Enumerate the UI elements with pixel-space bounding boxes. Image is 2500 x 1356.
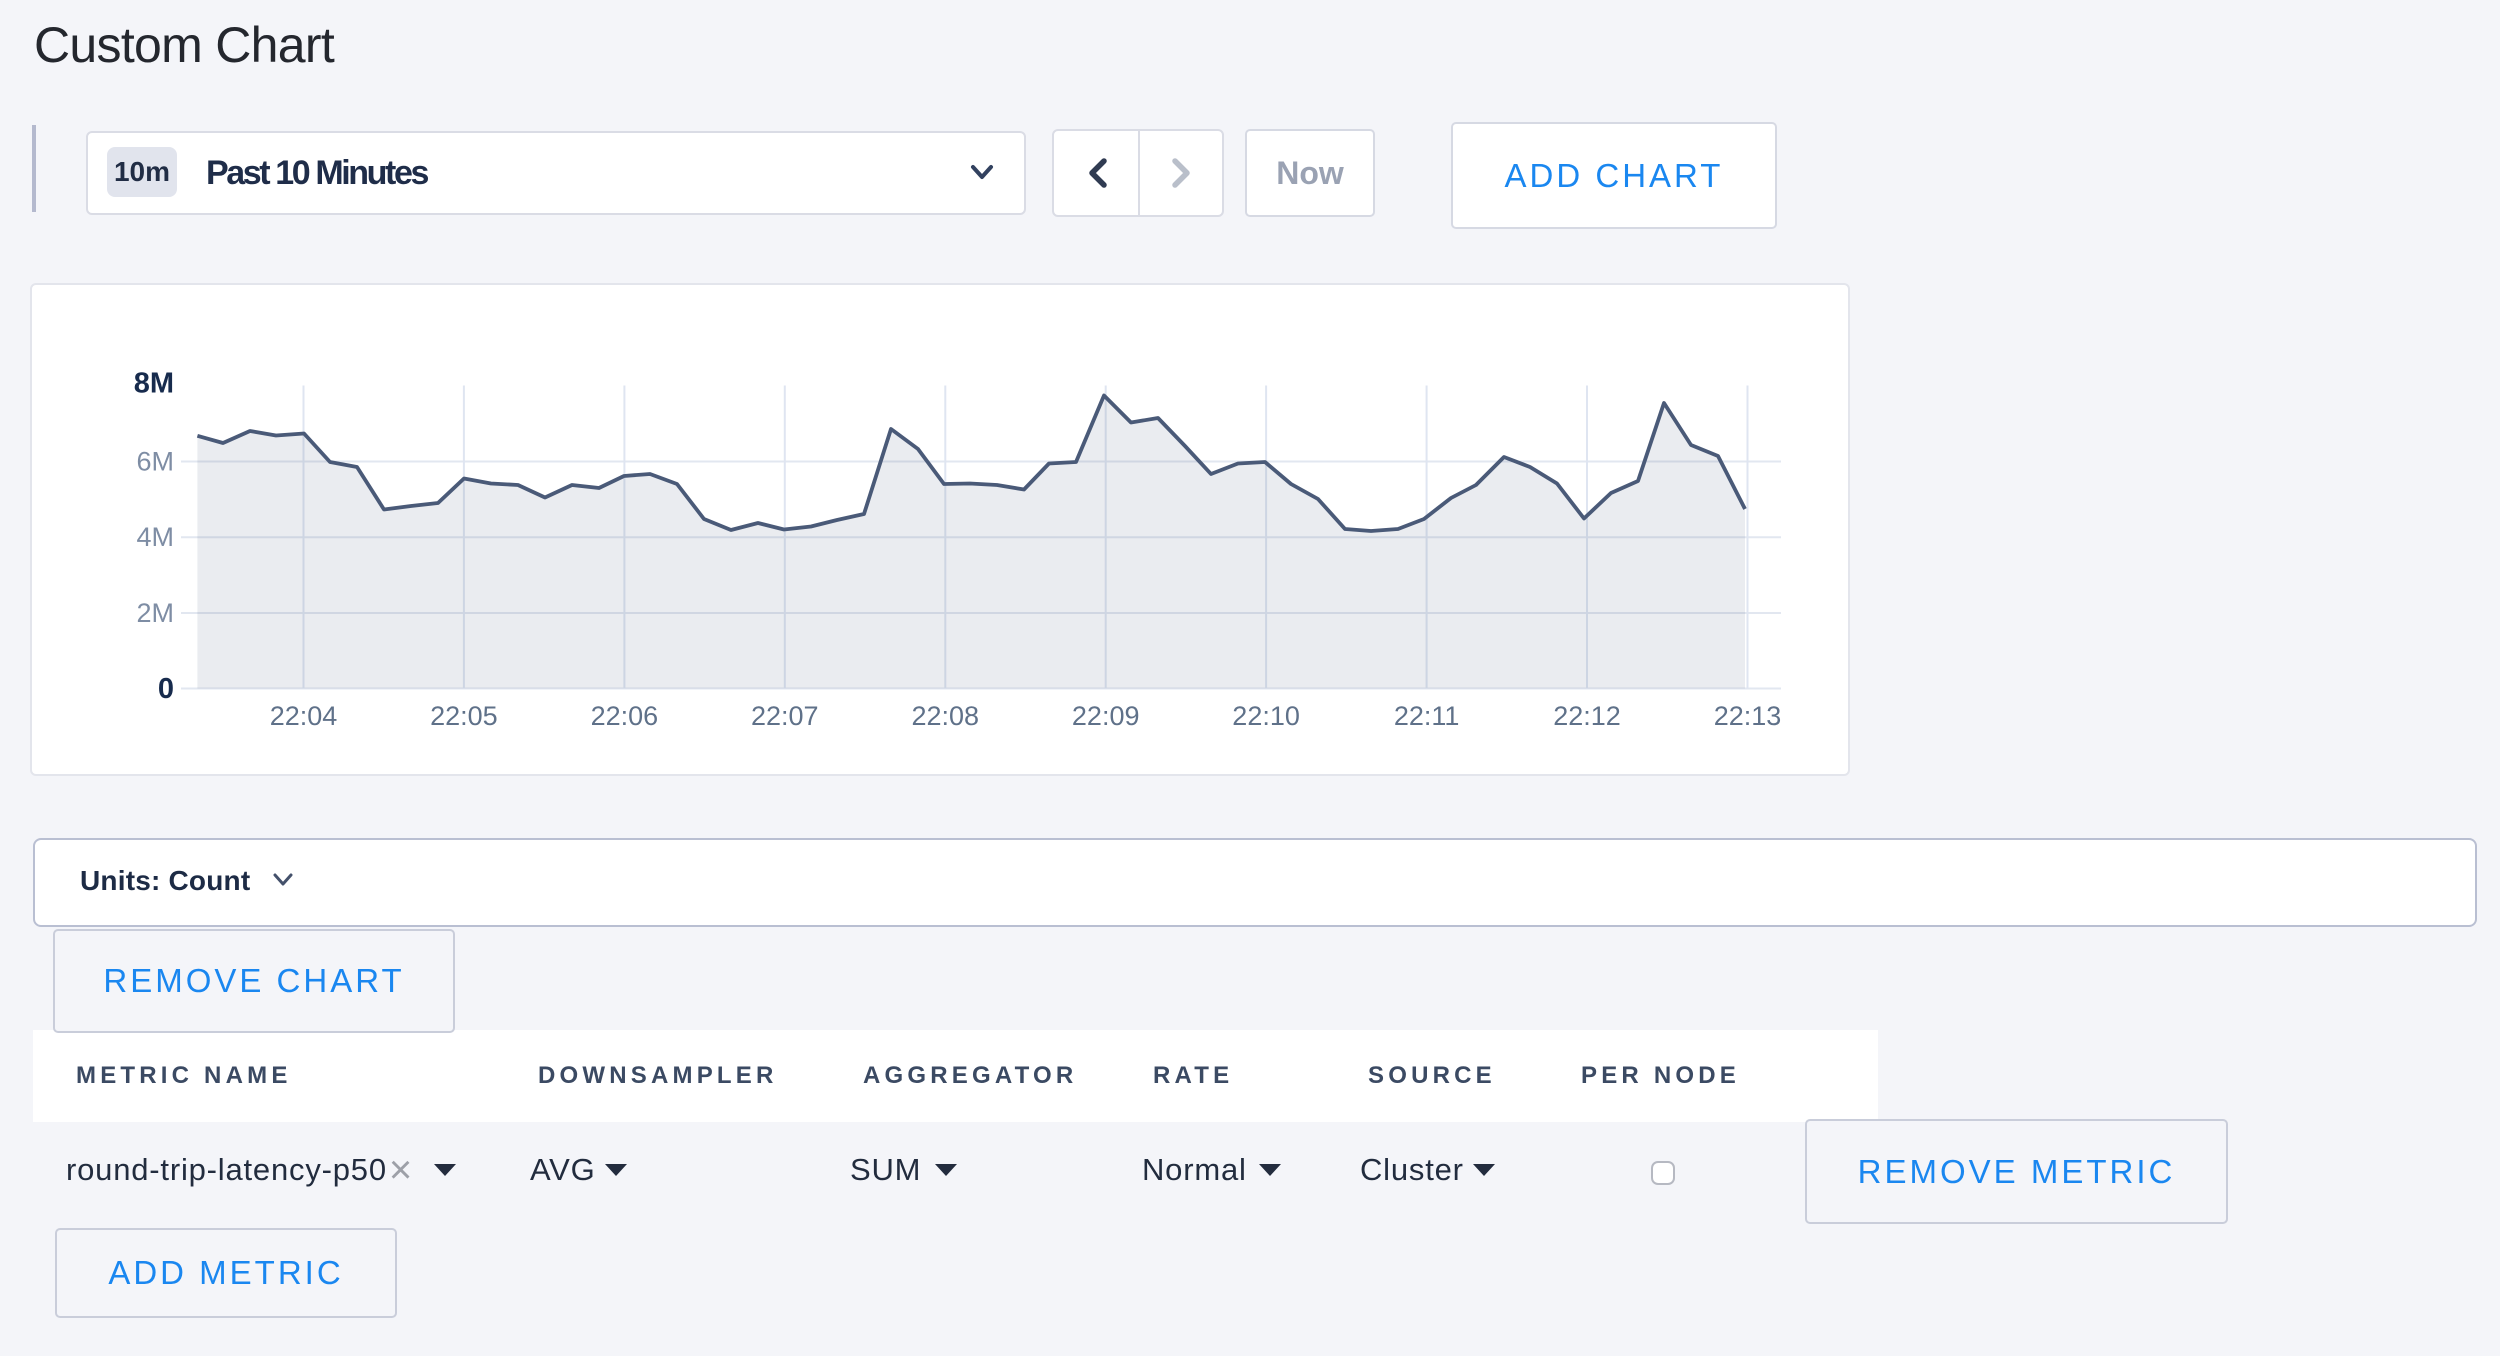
svg-text:22:04: 22:04 xyxy=(270,701,338,731)
svg-text:2M: 2M xyxy=(136,598,174,628)
svg-text:22:09: 22:09 xyxy=(1072,701,1140,731)
svg-text:6M: 6M xyxy=(136,447,174,477)
svg-text:22:11: 22:11 xyxy=(1394,701,1460,731)
svg-text:4M: 4M xyxy=(136,522,174,552)
svg-text:22:07: 22:07 xyxy=(751,701,819,731)
svg-text:22:06: 22:06 xyxy=(591,701,659,731)
svg-text:8M: 8M xyxy=(134,368,174,400)
svg-text:22:13: 22:13 xyxy=(1714,701,1782,731)
svg-text:22:05: 22:05 xyxy=(430,701,498,731)
svg-text:0: 0 xyxy=(158,673,174,705)
svg-text:22:12: 22:12 xyxy=(1553,701,1621,731)
svg-text:22:08: 22:08 xyxy=(912,701,980,731)
svg-text:22:10: 22:10 xyxy=(1232,701,1300,731)
